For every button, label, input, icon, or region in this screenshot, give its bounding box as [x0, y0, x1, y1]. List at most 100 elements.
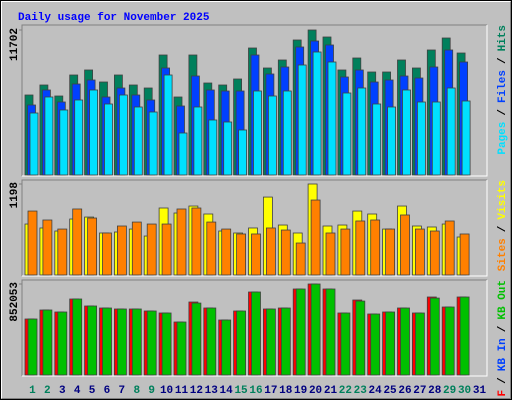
bar	[59, 109, 69, 176]
x-tick-label: 19	[294, 385, 307, 397]
bar	[27, 210, 38, 276]
bar	[446, 87, 456, 176]
x-tick-label: 30	[458, 385, 471, 397]
bar	[72, 208, 83, 276]
bar	[444, 220, 455, 276]
bar	[355, 220, 366, 276]
x-tick-label: 29	[443, 385, 456, 397]
bevel	[22, 25, 488, 177]
bar	[44, 96, 54, 176]
bar	[327, 61, 337, 176]
bar	[444, 306, 455, 376]
bar	[461, 100, 471, 176]
bar	[340, 228, 351, 276]
x-tick-label: 8	[133, 385, 140, 397]
bar	[236, 310, 247, 376]
bar	[429, 297, 440, 376]
bar	[87, 217, 97, 276]
x-tick-label: 17	[264, 385, 277, 397]
bar	[370, 219, 381, 276]
bar	[340, 312, 351, 376]
bar	[297, 64, 307, 176]
bar	[236, 233, 247, 276]
x-tick-label: 1	[29, 385, 36, 397]
x-tick-label: 13	[205, 385, 219, 397]
x-tick-label: 22	[339, 385, 352, 397]
y-tick-label: 1198	[9, 182, 21, 209]
bar	[191, 207, 202, 276]
bar	[385, 228, 396, 276]
bar	[131, 221, 142, 276]
bevel	[22, 180, 488, 277]
x-tick-label: 27	[413, 385, 426, 397]
bar	[280, 229, 291, 276]
bar	[146, 223, 157, 276]
bevel	[21, 24, 487, 176]
bar	[72, 298, 83, 376]
bar	[193, 106, 203, 176]
legend-entry: Pages	[497, 122, 509, 155]
bar	[355, 300, 366, 376]
x-tick-label: 9	[148, 385, 155, 397]
x-tick-label: 3	[59, 385, 66, 397]
bar	[74, 99, 84, 176]
bar	[208, 119, 218, 176]
bar	[176, 208, 187, 276]
y-tick-label: 11702	[9, 28, 21, 61]
x-tick-label: 4	[74, 385, 81, 397]
x-tick-label: 10	[160, 385, 173, 397]
bar	[385, 311, 396, 376]
bar	[402, 89, 411, 176]
bar	[400, 214, 410, 276]
chart-title: Daily usage for November 2025	[18, 12, 210, 24]
legend-entry: KB F	[497, 390, 509, 400]
bar	[176, 321, 187, 376]
bar	[265, 308, 276, 376]
x-tick-label: 11	[175, 385, 189, 397]
bar	[161, 312, 172, 376]
bar	[206, 307, 217, 376]
legend-entry: KB Out	[497, 280, 509, 320]
bar	[27, 318, 38, 376]
legend-separator: /	[497, 225, 509, 232]
y-tick-label: 852053	[9, 282, 21, 322]
x-tick-label: 24	[369, 385, 383, 397]
bar	[370, 313, 381, 376]
x-tick-label: 14	[220, 385, 234, 397]
x-tick-label: 7	[119, 385, 126, 397]
bar	[459, 233, 470, 276]
bar	[414, 228, 425, 276]
x-tick-label: 12	[190, 385, 203, 397]
x-tick-label: 5	[89, 385, 96, 397]
bar	[429, 230, 440, 276]
bar	[89, 89, 98, 176]
bar	[42, 219, 53, 276]
bar	[42, 309, 53, 376]
bar	[57, 311, 68, 376]
bar	[206, 221, 217, 276]
bar	[312, 51, 322, 176]
bar	[163, 74, 173, 176]
bar	[459, 296, 470, 376]
bar	[178, 132, 188, 176]
bar	[191, 302, 202, 376]
legend-entry: KB In	[497, 338, 509, 371]
legend-separator: /	[497, 109, 509, 116]
bevel	[21, 279, 487, 376]
legend-entry: Files	[497, 70, 509, 103]
legend: KB F / KB In / KB Out	[497, 280, 509, 400]
x-tick-label: 21	[324, 385, 338, 397]
bar	[117, 308, 127, 376]
bar	[146, 310, 157, 376]
bar	[387, 106, 397, 176]
x-tick-label: 18	[279, 385, 293, 397]
bar	[223, 121, 233, 176]
bar	[221, 228, 232, 276]
bar	[265, 227, 276, 276]
bar	[282, 90, 292, 176]
bar	[102, 232, 112, 276]
bar	[29, 112, 39, 176]
